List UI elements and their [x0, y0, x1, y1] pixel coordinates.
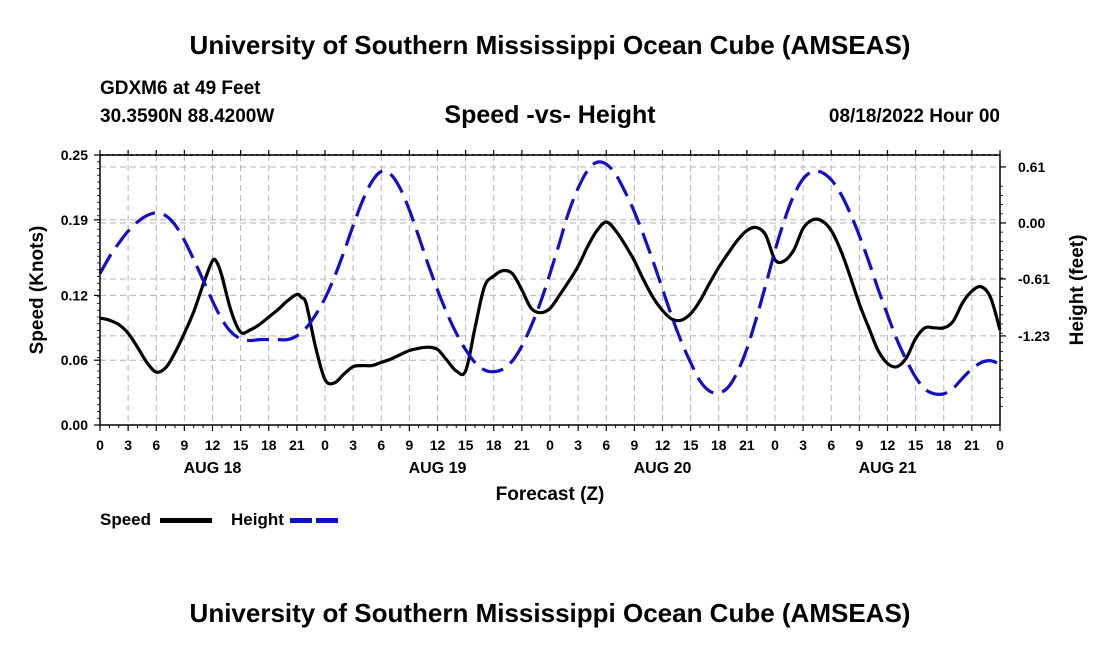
x-tick-label: 15: [908, 437, 924, 453]
x-tick-label: 21: [739, 437, 755, 453]
x-tick-label: 21: [289, 437, 305, 453]
y-tick-label: 0.25: [61, 147, 88, 163]
y-tick-label: 0.19: [61, 212, 88, 228]
day-label: AUG 18: [184, 460, 242, 477]
x-tick-label: 21: [964, 437, 980, 453]
series-speed-line: [99, 217, 1002, 386]
x-tick-label: 15: [683, 437, 699, 453]
x-tick-label: 12: [205, 437, 221, 453]
y2-tick-label: -0.61: [1018, 271, 1050, 287]
y-tick-label: 0.12: [61, 287, 88, 303]
axes: 0 3 6 9 12 15 18 21 0 3 6 9 12 15 18 21 0 3 6 9 12 15 18 21 0 3 6 9…: [61, 147, 1050, 477]
x-tick-label: 3: [124, 437, 132, 453]
x-tick-label: 3: [574, 437, 582, 453]
x-tick-label: 15: [233, 437, 249, 453]
chart-title: University of Southern Mississippi Ocean…: [189, 30, 911, 60]
legend-speed-label: Speed: [100, 510, 152, 529]
y-tick-label: 0.00: [61, 417, 88, 433]
y-axis-title: Speed (Knots): [27, 226, 48, 355]
x-tick-label: 6: [377, 437, 385, 453]
series-layer: [98, 160, 1002, 396]
x-tick-label: 3: [799, 437, 807, 453]
y2-tick-label: -1.23: [1018, 328, 1050, 344]
day-label: AUG 19: [409, 460, 467, 477]
x-tick-label: 18: [486, 437, 502, 453]
chart-subtitle: Speed -vs- Height: [444, 101, 656, 129]
x-tick-label: 6: [152, 437, 160, 453]
coordinates-label: 30.3590N 88.4200W: [100, 106, 275, 127]
x-tick-label: 0: [771, 437, 779, 453]
x-axis-title: Forecast (Z): [496, 484, 605, 505]
x-tick-label: 9: [405, 437, 413, 453]
forecast-datetime: 08/18/2022 Hour 00: [828, 106, 1000, 127]
y2-axis-title: Height (feet): [1067, 235, 1088, 346]
x-tick-label: 12: [430, 437, 446, 453]
x-tick-label: 12: [655, 437, 671, 453]
x-tick-label: 9: [630, 437, 638, 453]
grid: [100, 155, 1000, 425]
x-tick-label: 0: [321, 437, 329, 453]
footer-title: University of Southern Mississippi Ocean…: [189, 598, 911, 628]
x-tick-label: 9: [180, 437, 188, 453]
x-tick-label: 3: [349, 437, 357, 453]
y2-tick-label: 0.00: [1018, 215, 1045, 231]
x-tick-label: 21: [514, 437, 530, 453]
x-tick-label: 0: [546, 437, 554, 453]
day-label: AUG 20: [634, 460, 692, 477]
day-label: AUG 21: [859, 460, 917, 477]
x-tick-label: 6: [602, 437, 610, 453]
legend-height-swatch: [290, 518, 342, 523]
x-tick-label: 18: [936, 437, 952, 453]
legend-speed-swatch: [160, 518, 212, 523]
x-tick-label: 18: [261, 437, 277, 453]
legend-height-label: Height: [231, 510, 284, 529]
y-tick-label: 0.06: [61, 352, 88, 368]
x-tick-label: 15: [458, 437, 474, 453]
x-tick-label: 18: [711, 437, 727, 453]
y2-tick-label: 0.61: [1018, 159, 1045, 175]
x-tick-label: 12: [880, 437, 896, 453]
x-tick-label: 6: [827, 437, 835, 453]
x-tick-label: 9: [855, 437, 863, 453]
series-height-line: [98, 160, 1001, 396]
x-tick-label: 0: [996, 437, 1004, 453]
x-tick-label: 0: [96, 437, 104, 453]
station-label: GDXM6 at 49 Feet: [100, 78, 261, 99]
